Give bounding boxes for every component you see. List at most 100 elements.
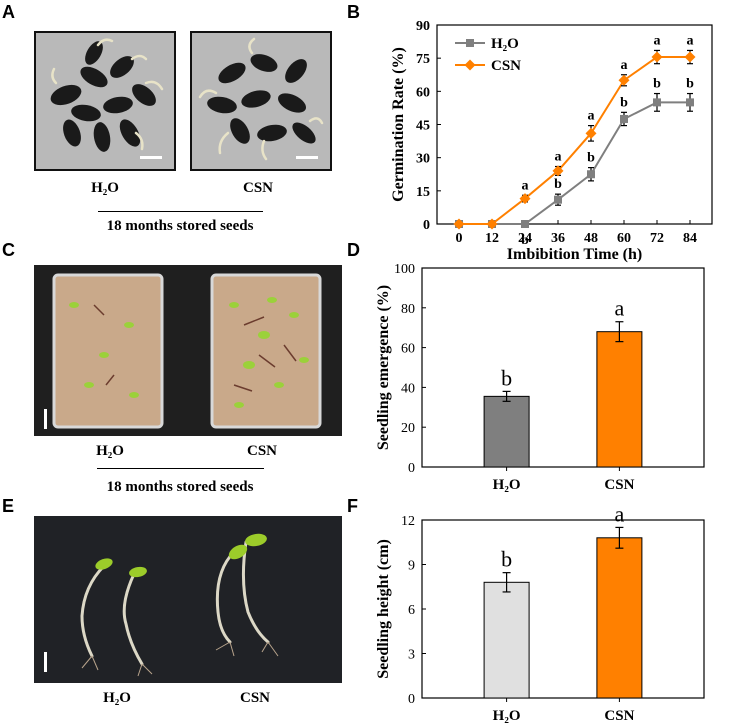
data-point	[618, 74, 630, 86]
y-tick-label: 80	[401, 302, 415, 317]
significance-letter: a	[615, 501, 625, 526]
y-axis-label: Seedling height (cm)	[375, 539, 392, 679]
plot-frame	[436, 24, 713, 225]
panel-letter-e: E	[2, 496, 15, 516]
label-csn-e: CSN	[239, 690, 271, 706]
x-tick-label: CSN	[604, 708, 634, 724]
data-point	[486, 218, 498, 230]
label-csn-a: CSN	[242, 180, 274, 196]
x-tick-label: 12	[485, 231, 499, 246]
y-tick-label: 100	[394, 262, 415, 277]
scale-bar	[296, 156, 318, 159]
y-tick-label: 90	[416, 19, 430, 34]
chart-germination-rate: 0 15 30 45 60 75 90 0 12 24 36 48 60 72 84 Imbibition T…	[390, 19, 713, 263]
data-point	[620, 114, 628, 123]
significance-letter: b	[501, 365, 512, 390]
seed-illustration-h2o	[50, 38, 164, 152]
x-tick-label: H₂O	[493, 708, 521, 724]
y-tick-label: 0	[408, 692, 415, 707]
bar	[596, 537, 643, 699]
panel-letter-b: B	[347, 2, 360, 22]
significance-letter: a	[621, 58, 628, 73]
x-tick-label: 36	[551, 231, 565, 246]
y-tick-label: 6	[408, 603, 415, 618]
seedling-photo	[34, 516, 342, 683]
significance-letter: a	[687, 33, 694, 48]
scale-bar	[140, 156, 162, 159]
label-h2o-c: H₂O	[96, 443, 124, 459]
y-axis-label: Germination Rate (%)	[390, 47, 407, 202]
plot-frame	[421, 267, 705, 468]
panel-letter-d: D	[347, 240, 360, 260]
bar	[483, 395, 530, 468]
y-tick-label: 60	[416, 85, 430, 100]
legend-label: CSN	[491, 58, 521, 74]
x-tick-label: 48	[584, 231, 598, 246]
x-tick-label: 0	[456, 231, 463, 246]
significance-letter: a	[588, 109, 595, 124]
significance-letter: a	[654, 33, 661, 48]
group-line-a	[98, 211, 263, 212]
y-tick-label: 0	[408, 461, 415, 476]
significance-letter: b	[554, 177, 562, 192]
x-tick-label: 24	[518, 231, 532, 246]
data-point	[453, 218, 465, 230]
significance-letter: a	[522, 178, 529, 193]
panel-letter-c: C	[2, 240, 15, 260]
data-point	[587, 170, 595, 179]
data-point	[585, 127, 597, 139]
significance-letter: b	[521, 233, 529, 248]
scale-bar	[44, 409, 47, 429]
y-tick-label: 20	[401, 421, 415, 436]
y-tick-label: 30	[416, 152, 430, 167]
y-tick-label: 40	[401, 381, 415, 396]
bar	[596, 331, 643, 468]
panel-letter-a: A	[2, 2, 15, 22]
y-tick-label: 9	[408, 559, 415, 574]
data-point	[684, 51, 696, 63]
data-point	[552, 165, 564, 177]
legend-marker	[466, 39, 474, 47]
y-tick-label: 45	[416, 119, 430, 134]
seed-illustration-csn	[198, 37, 324, 161]
significance-letter: a	[615, 296, 625, 321]
x-tick-label: CSN	[604, 477, 634, 493]
seed-photo-csn	[190, 31, 332, 171]
label-csn-c: CSN	[246, 443, 278, 459]
y-tick-label: 75	[416, 52, 430, 67]
series-line-0	[459, 101, 690, 225]
label-h2o-e: H₂O	[103, 690, 131, 706]
chart-seedling-height: 0 3 6 9 12 Seedling height (cm) b H₂O a CSN	[375, 501, 705, 724]
x-tick-label: 84	[683, 231, 697, 246]
significance-letter: a	[555, 150, 562, 165]
seedling-illustration	[80, 533, 279, 677]
group-line-c	[97, 468, 264, 469]
y-tick-label: 12	[401, 514, 415, 529]
y-tick-label: 60	[401, 342, 415, 357]
significance-letter: b	[587, 151, 595, 166]
significance-letter: b	[686, 77, 694, 92]
panel-letter-f: F	[347, 496, 358, 516]
significance-letter: b	[653, 77, 661, 92]
plot-frame	[421, 519, 705, 699]
y-axis-label: Seedling emergence (%)	[375, 285, 392, 450]
scale-bar	[44, 652, 47, 672]
data-point	[554, 195, 562, 204]
legend-label: H₂O	[491, 36, 519, 52]
x-tick-label: 60	[617, 231, 631, 246]
y-tick-label: 15	[416, 185, 430, 200]
seed-photo-h2o	[34, 31, 176, 171]
caption-a: 18 months stored seeds	[106, 218, 254, 234]
x-axis-label: Imbibition Time (h)	[507, 246, 642, 263]
significance-letter: b	[620, 95, 628, 110]
tray-photo	[34, 265, 342, 436]
series-line-1	[459, 56, 690, 225]
data-point	[651, 51, 663, 63]
x-tick-label: 72	[650, 231, 664, 246]
data-point	[686, 98, 694, 107]
label-h2o-a: H₂O	[91, 180, 119, 196]
data-point	[653, 98, 661, 107]
bar	[483, 581, 530, 699]
significance-letter: b	[501, 547, 512, 572]
